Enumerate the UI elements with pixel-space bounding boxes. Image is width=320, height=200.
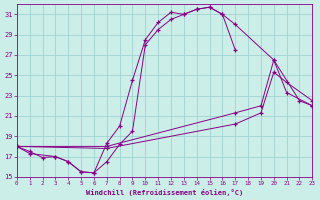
- X-axis label: Windchill (Refroidissement éolien,°C): Windchill (Refroidissement éolien,°C): [86, 189, 243, 196]
